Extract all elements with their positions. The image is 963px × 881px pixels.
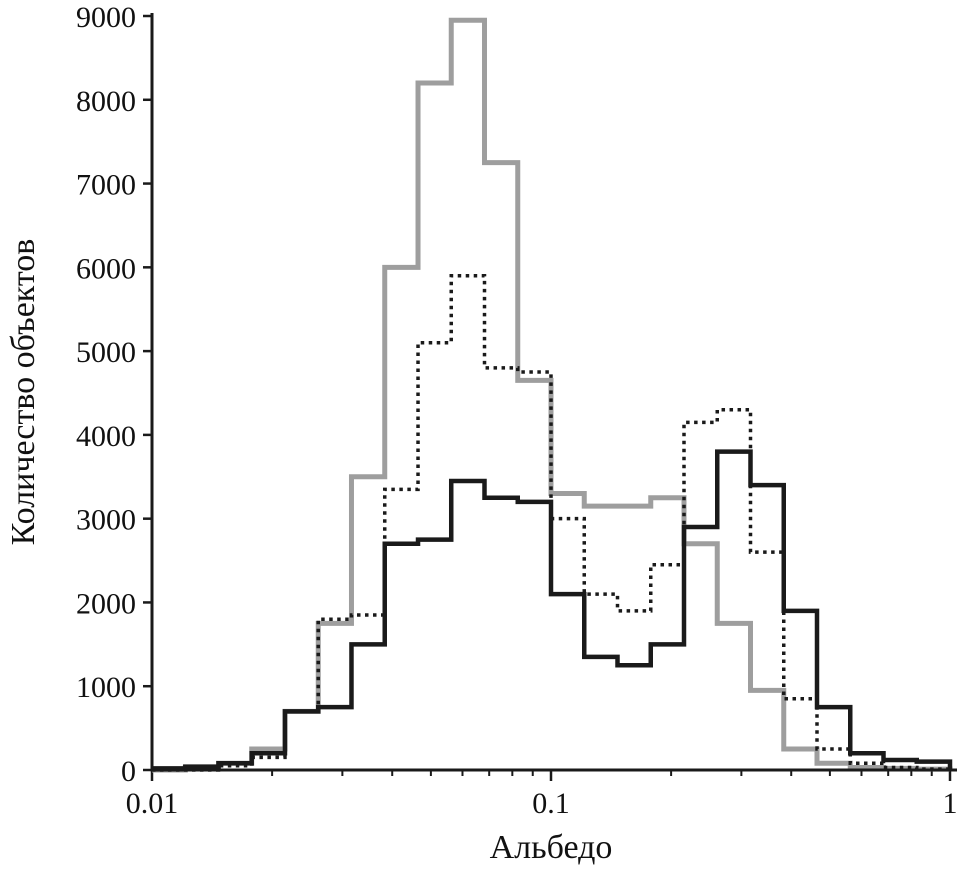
plot-content: 0.01 0.1 1 0 1000 2000 3000 4000 5000 6000 7000 800…: [76, 1, 958, 820]
x-axis-title: Альбедо: [490, 829, 613, 866]
y-tick-label: 9000: [76, 1, 136, 34]
y-tick-label: 5000: [76, 336, 136, 369]
y-tick-label: 0: [121, 755, 136, 788]
series-black-solid: [152, 449, 953, 771]
y-tick-label: 4000: [76, 420, 136, 453]
series-gray-solid: [152, 17, 953, 773]
x-tick-label: 0.01: [126, 787, 179, 820]
y-tick-label: 1000: [76, 671, 136, 704]
y-tick-label: 3000: [76, 504, 136, 537]
y-tick-label: 7000: [76, 169, 136, 202]
x-tick-label: 1: [943, 787, 958, 820]
y-tick-label: 8000: [76, 85, 136, 118]
x-tick-label: 0.1: [532, 787, 570, 820]
y-axis-title: Количество объектов: [5, 239, 42, 546]
y-tick-label: 2000: [76, 587, 136, 620]
y-tick-label: 6000: [76, 252, 136, 285]
